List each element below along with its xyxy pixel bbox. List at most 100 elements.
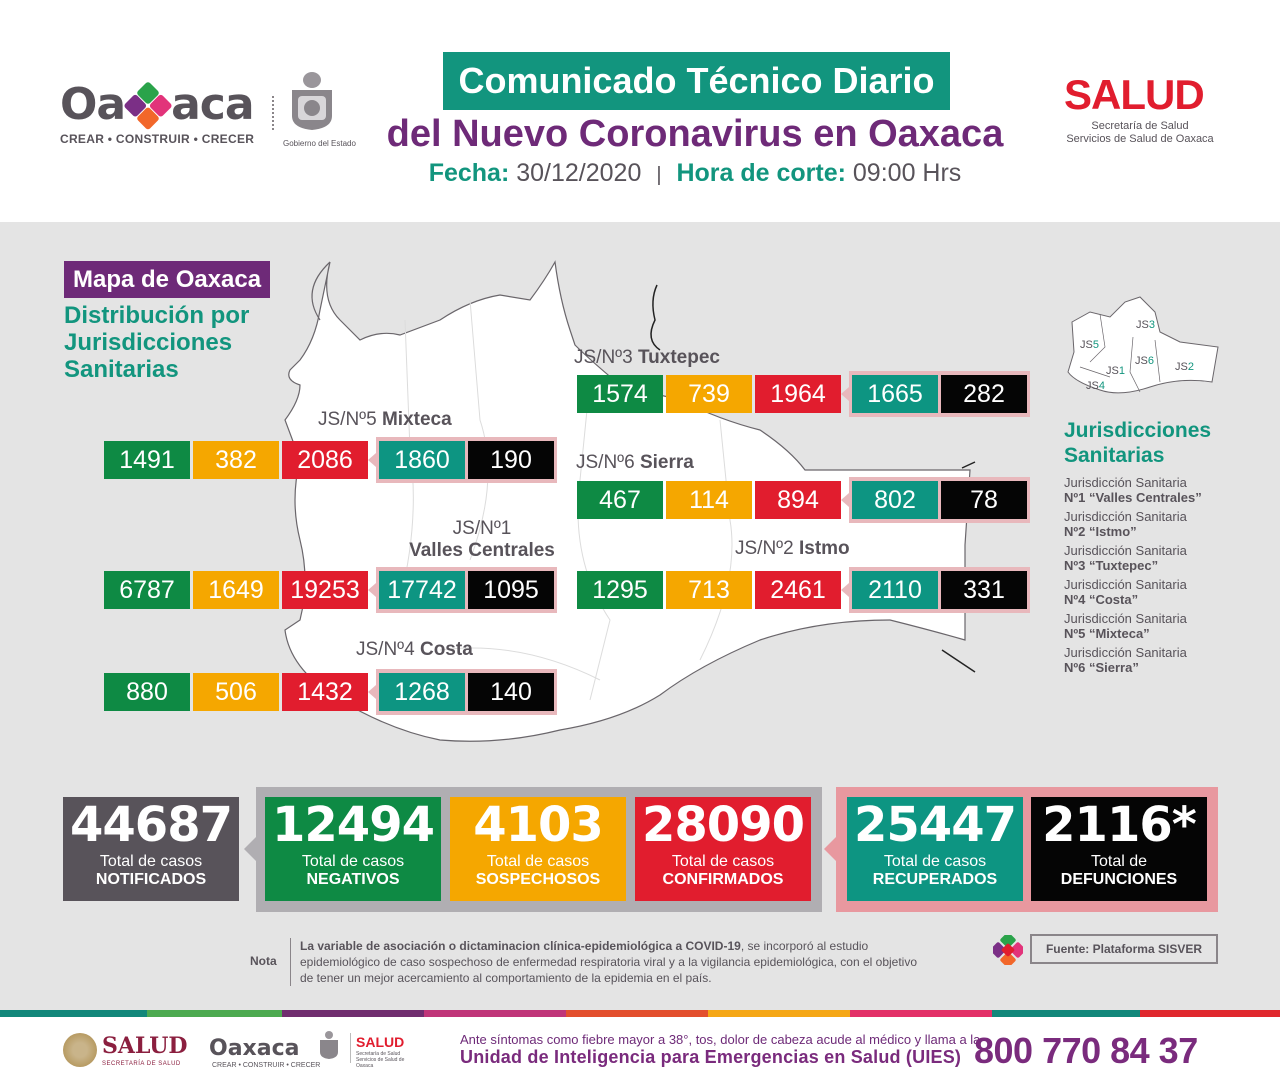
legend-title-1: Jurisdicciones bbox=[1064, 419, 1212, 442]
negativos-cell: 1295 bbox=[577, 571, 663, 609]
defunciones-cell: 190 bbox=[468, 441, 554, 479]
confirmados-cell: 1964 bbox=[755, 375, 841, 413]
region-name: Istmo bbox=[798, 538, 850, 559]
confirmados-cell: 2086 bbox=[282, 441, 368, 479]
region-row-tuxtepec: 1574 739 1964 1665 282 bbox=[577, 371, 1030, 417]
region-row-valles: 6787 1649 19253 17742 1095 bbox=[104, 567, 557, 613]
map-subtitle-2: Jurisdicciones bbox=[64, 329, 233, 356]
confirmados-cell: 894 bbox=[755, 481, 841, 519]
nota-text: La variable de asociación o dictaminacio… bbox=[300, 938, 920, 986]
legend-item-l2: Nº2 “Istmo” bbox=[1064, 524, 1137, 539]
map-tag: Mapa de Oaxaca bbox=[64, 261, 271, 298]
legend-item-l1: Jurisdicción Sanitaria bbox=[1064, 645, 1187, 660]
map-subtitle: Distribución por Jurisdicciones Sanitari… bbox=[64, 302, 304, 383]
defunciones-cell: 78 bbox=[941, 481, 1027, 519]
legend-title: Jurisdicciones Sanitarias bbox=[1064, 418, 1211, 468]
legend-item: Jurisdicción Sanitaria Nº6 “Sierra” bbox=[1064, 645, 1234, 675]
footer-advice: Ante síntomas como fiebre mayor a 38°, t… bbox=[460, 1032, 981, 1047]
total-value: 2116* bbox=[1042, 797, 1197, 853]
total-recuperados: 25447 Total de casos RECUPERADOS bbox=[847, 797, 1023, 901]
total-value: 25447 bbox=[854, 797, 1017, 853]
total-label1: Total de bbox=[1090, 853, 1148, 870]
mini-label-js1: JS1 bbox=[1106, 365, 1125, 377]
legend-item: Jurisdicción Sanitaria Nº3 “Tuxtepec” bbox=[1064, 543, 1234, 573]
region-name: Costa bbox=[419, 639, 473, 660]
mini-label-js4: JS4 bbox=[1086, 380, 1105, 392]
salud-sub1: Secretaría de Salud bbox=[1091, 120, 1189, 132]
oaxaca-x-icon bbox=[993, 935, 1023, 965]
mini-label-js5: JS5 bbox=[1080, 339, 1099, 351]
total-notificados: 44687 Total de casos NOTIFICADOS bbox=[63, 797, 239, 901]
total-label2: NOTIFICADOS bbox=[95, 871, 207, 888]
region-prefix: JS/Nº3 bbox=[574, 347, 633, 368]
legend-item-l1: Jurisdicción Sanitaria bbox=[1064, 577, 1187, 592]
confirmados-cell: 19253 bbox=[282, 571, 368, 609]
date-line: Fecha: 30/12/2020 | Hora de corte: 09:00… bbox=[380, 156, 1010, 192]
region-row-istmo: 1295 713 2461 2110 331 bbox=[577, 567, 1030, 613]
outcome-group: 1665 282 bbox=[841, 371, 1030, 417]
logo-word-right: aca bbox=[171, 79, 254, 130]
footer-salud-federal: SALUD bbox=[102, 1033, 188, 1059]
region-name: Sierra bbox=[639, 452, 694, 473]
total-label1: Total de casos bbox=[486, 853, 590, 870]
nota-rest: , se incorporó al estudio epidemiológico… bbox=[300, 939, 918, 985]
recuperados-cell: 1860 bbox=[379, 441, 465, 479]
outcome-group: 2110 331 bbox=[841, 567, 1030, 613]
legend-item: Jurisdicción Sanitaria Nº4 “Costa” bbox=[1064, 577, 1234, 607]
legend-item-l2: Nº5 “Mixteca” bbox=[1064, 626, 1150, 641]
escudo-caption: Gobierno del Estado bbox=[283, 139, 356, 148]
total-label2: CONFIRMADOS bbox=[662, 871, 784, 888]
defunciones-cell: 1095 bbox=[468, 571, 554, 609]
total-value: 28090 bbox=[642, 797, 805, 853]
total-confirmados: 28090 Total de casos CONFIRMADOS bbox=[635, 797, 811, 901]
legend-item: Jurisdicción Sanitaria Nº1 “Valles Centra… bbox=[1064, 475, 1234, 505]
total-label2: NEGATIVOS bbox=[306, 871, 400, 888]
fecha-label: Fecha: bbox=[428, 159, 510, 187]
oaxaca-logo: Oa aca CREAR • CONSTRUIR • CRECER bbox=[60, 79, 255, 147]
defunciones-cell: 282 bbox=[941, 375, 1027, 413]
coat-of-arms-icon bbox=[320, 1031, 338, 1059]
mini-label-js3: JS3 bbox=[1136, 319, 1155, 331]
total-label1: Total de casos bbox=[671, 853, 775, 870]
outcome-group: 1860 190 bbox=[368, 437, 557, 483]
region-prefix: JS/Nº5 bbox=[318, 409, 377, 430]
legend-item-l1: Jurisdicción Sanitaria bbox=[1064, 543, 1187, 558]
nota-bold: La variable de asociación o dictaminacio… bbox=[300, 939, 741, 953]
total-label2: SOSPECHOSOS bbox=[475, 871, 601, 888]
footer-phone[interactable]: 800 770 84 37 bbox=[974, 1030, 1198, 1071]
outcome-group: 802 78 bbox=[841, 477, 1030, 523]
footer-uies: Unidad de Inteligencia para Emergencias … bbox=[460, 1047, 962, 1067]
region-label-costa: JS/Nº4 Costa bbox=[356, 639, 473, 661]
total-value: 12494 bbox=[272, 797, 435, 853]
header: Oa aca CREAR • CONSTRUIR • CRECER Gobier… bbox=[0, 0, 1280, 222]
recuperados-cell: 802 bbox=[852, 481, 938, 519]
negativos-cell: 467 bbox=[577, 481, 663, 519]
color-band bbox=[0, 1010, 1280, 1017]
mini-label-js2: JS2 bbox=[1175, 361, 1194, 373]
footer-salud-estatal-sub: Secretaría de Salud Servicios de Salud d… bbox=[356, 1051, 405, 1069]
recuperados-cell: 1665 bbox=[852, 375, 938, 413]
mini-label-js6: JS6 bbox=[1135, 355, 1154, 367]
legend-title-2: Sanitarias bbox=[1064, 444, 1165, 467]
confirmados-cell: 2461 bbox=[755, 571, 841, 609]
negativos-cell: 880 bbox=[104, 673, 190, 711]
footer-salud-federal-sub: SECRETARÍA DE SALUD bbox=[102, 1061, 181, 1067]
logo-tagline: CREAR • CONSTRUIR • CRECER bbox=[60, 132, 255, 146]
legend-list: Jurisdicción Sanitaria Nº1 “Valles Centra… bbox=[1064, 475, 1234, 679]
hora-value: 09:00 Hrs bbox=[852, 159, 962, 187]
region-row-costa: 880 506 1432 1268 140 bbox=[104, 669, 557, 715]
legend-item-l2: Nº6 “Sierra” bbox=[1064, 660, 1139, 675]
footer-salud-estatal: SALUD bbox=[356, 1034, 405, 1050]
arrow-icon bbox=[244, 837, 256, 861]
region-prefix: JS/Nº6 bbox=[576, 452, 635, 473]
negativos-cell: 6787 bbox=[104, 571, 190, 609]
region-label-mixteca: JS/Nº5 Mixteca bbox=[318, 409, 452, 431]
region-label-valles: JS/Nº1 Valles Centrales bbox=[402, 518, 562, 562]
mini-map: JS3 JS5 JS6 JS1 JS2 JS4 bbox=[1067, 296, 1219, 394]
coat-of-arms-icon bbox=[292, 72, 332, 130]
recuperados-cell: 17742 bbox=[379, 571, 465, 609]
region-row-sierra: 467 114 894 802 78 bbox=[577, 477, 1030, 523]
region-name: Valles Centrales bbox=[409, 540, 555, 561]
title-line2: del Nuevo Coronavirus en Oaxaca bbox=[386, 113, 1004, 155]
footer-oaxaca-sub: CREAR • CONSTRUIR • CRECER bbox=[212, 1062, 321, 1069]
